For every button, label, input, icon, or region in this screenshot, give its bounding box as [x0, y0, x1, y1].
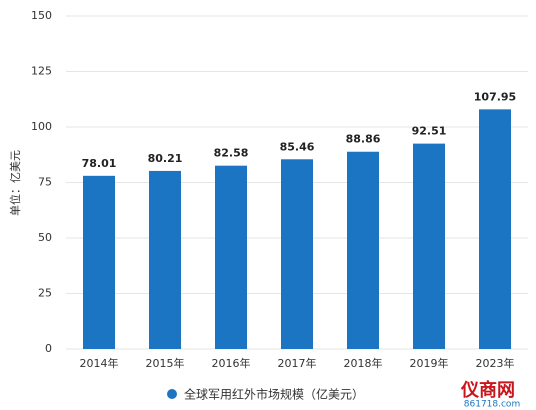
bar: [479, 109, 511, 349]
x-tick-label: 2023年: [476, 356, 515, 370]
x-tick-label: 2019年: [410, 356, 449, 370]
y-axis-label: 单位：亿美元: [8, 150, 22, 216]
bar: [215, 165, 247, 349]
bar: [281, 159, 313, 349]
logo-url: 861718.com: [464, 400, 520, 410]
y-tick-label: 50: [38, 231, 52, 244]
bar: [83, 175, 115, 349]
value-label: 85.46: [280, 140, 315, 153]
y-tick-label: 75: [38, 176, 52, 189]
y-tick-label: 125: [31, 65, 52, 78]
x-tick-label: 2015年: [146, 356, 185, 370]
value-label: 88.86: [346, 133, 381, 146]
logo-name: 仪商网: [460, 379, 515, 401]
value-label: 78.01: [82, 157, 117, 170]
value-label: 80.21: [148, 152, 183, 165]
x-tick-label: 2018年: [344, 356, 383, 370]
legend-marker: [167, 389, 177, 399]
x-tick-label: 2017年: [278, 356, 317, 370]
value-label: 107.95: [474, 90, 516, 103]
bar: [347, 151, 379, 349]
x-tick-label: 2014年: [80, 356, 119, 370]
value-label: 92.51: [412, 125, 447, 138]
y-tick-label: 0: [45, 342, 52, 355]
x-tick-label: 2016年: [212, 356, 251, 370]
value-label: 82.58: [214, 147, 249, 160]
y-tick-label: 25: [38, 287, 52, 300]
y-tick-label: 100: [31, 120, 52, 133]
y-tick-label: 150: [31, 9, 52, 22]
legend-label: 全球军用红外市场规模（亿美元）: [184, 387, 364, 402]
bar: [149, 170, 181, 349]
bar: [413, 143, 445, 349]
